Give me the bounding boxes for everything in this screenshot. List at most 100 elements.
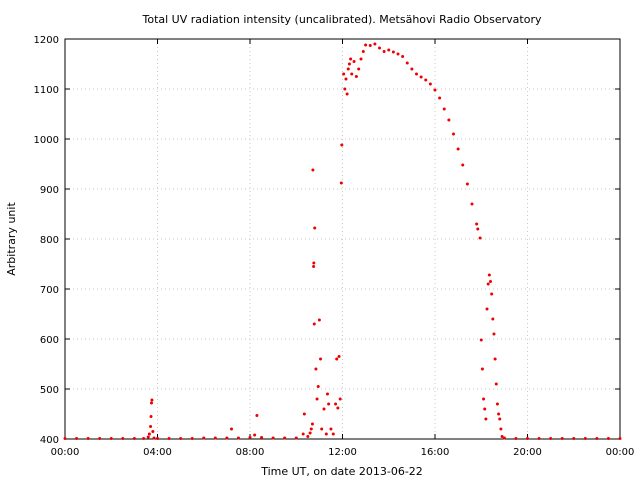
data-point <box>583 437 587 440</box>
x-axis-title: Time UT, on date 2013-06-22 <box>260 465 423 478</box>
data-point <box>344 77 348 81</box>
data-point <box>230 427 233 431</box>
data-point <box>433 88 437 92</box>
data-point <box>442 107 446 111</box>
y-tick-label: 900 <box>40 185 59 196</box>
data-point <box>308 431 312 435</box>
data-point <box>378 46 381 50</box>
data-point <box>337 355 341 358</box>
data-point <box>146 435 150 439</box>
data-point <box>156 437 159 440</box>
data-point <box>63 437 67 440</box>
data-point <box>490 292 494 296</box>
data-point <box>255 414 259 417</box>
data-point <box>151 430 155 433</box>
x-tick-label: 20:00 <box>513 447 542 458</box>
data-point <box>485 307 489 311</box>
data-point <box>302 412 306 416</box>
data-point <box>312 265 316 268</box>
data-point <box>150 398 154 402</box>
data-point <box>500 435 504 438</box>
data-point <box>499 427 503 431</box>
data-point <box>387 48 391 52</box>
data-point <box>497 412 501 416</box>
data-point <box>132 437 136 440</box>
data-point <box>572 437 576 440</box>
data-point <box>491 317 495 321</box>
data-point <box>495 402 499 406</box>
data-point <box>325 392 329 396</box>
data-point <box>382 50 386 53</box>
data-point <box>494 382 498 386</box>
data-point <box>479 338 483 342</box>
data-point <box>537 437 541 440</box>
data-point <box>484 417 488 421</box>
data-point <box>405 61 409 65</box>
data-point <box>391 50 395 54</box>
data-point <box>225 436 229 440</box>
data-point <box>373 42 377 46</box>
data-point <box>424 78 428 82</box>
data-point <box>190 437 194 440</box>
data-point <box>549 437 553 440</box>
data-point <box>149 401 153 405</box>
data-point <box>312 261 316 265</box>
y-tick-label: 400 <box>40 435 59 446</box>
data-point <box>335 357 339 361</box>
y-tick-label: 500 <box>40 385 59 396</box>
y-tick-label: 600 <box>40 335 59 346</box>
data-point <box>368 44 372 47</box>
data-point <box>461 163 465 167</box>
data-point <box>428 82 432 86</box>
data-point <box>415 72 418 76</box>
data-point <box>147 432 151 436</box>
data-point <box>502 436 506 440</box>
data-point <box>560 437 564 440</box>
data-point <box>595 437 599 440</box>
data-point <box>152 436 156 440</box>
data-point <box>492 332 496 336</box>
data-point <box>480 367 484 371</box>
data-point <box>350 72 354 76</box>
data-point <box>167 437 171 440</box>
data-point <box>320 427 324 431</box>
data-point <box>456 147 460 151</box>
data-point <box>349 57 353 61</box>
data-point <box>109 437 113 440</box>
data-point <box>419 75 423 79</box>
data-point <box>310 422 314 426</box>
data-point <box>482 397 486 401</box>
y-tick-label: 1100 <box>34 85 59 96</box>
data-point <box>478 236 482 240</box>
data-point <box>498 417 502 421</box>
y-tick-label: 1200 <box>34 35 59 46</box>
data-point <box>465 182 469 186</box>
y-axis-title: Arbitrary unit <box>5 202 18 276</box>
data-point <box>401 55 405 58</box>
data-point <box>309 427 313 431</box>
y-tick-label: 700 <box>40 285 59 296</box>
data-point <box>329 427 333 431</box>
data-point <box>493 357 497 361</box>
data-point <box>357 67 361 71</box>
data-point <box>452 132 455 136</box>
data-point <box>470 202 474 206</box>
data-point <box>347 62 351 66</box>
data-point <box>342 72 346 76</box>
x-tick-label: 04:00 <box>143 447 172 458</box>
x-tick-label: 00:00 <box>51 447 80 458</box>
x-tick-label: 16:00 <box>421 447 450 458</box>
data-point <box>315 397 319 401</box>
data-point <box>396 52 400 56</box>
data-point <box>121 437 125 440</box>
data-point <box>311 168 315 172</box>
data-point <box>253 433 257 437</box>
data-point <box>410 67 414 71</box>
grid-lines <box>65 39 620 439</box>
data-point <box>486 282 490 286</box>
data-point <box>313 226 317 230</box>
data-point <box>338 397 342 401</box>
data-point <box>306 435 310 438</box>
data-point <box>331 432 335 436</box>
data-point <box>606 437 610 440</box>
